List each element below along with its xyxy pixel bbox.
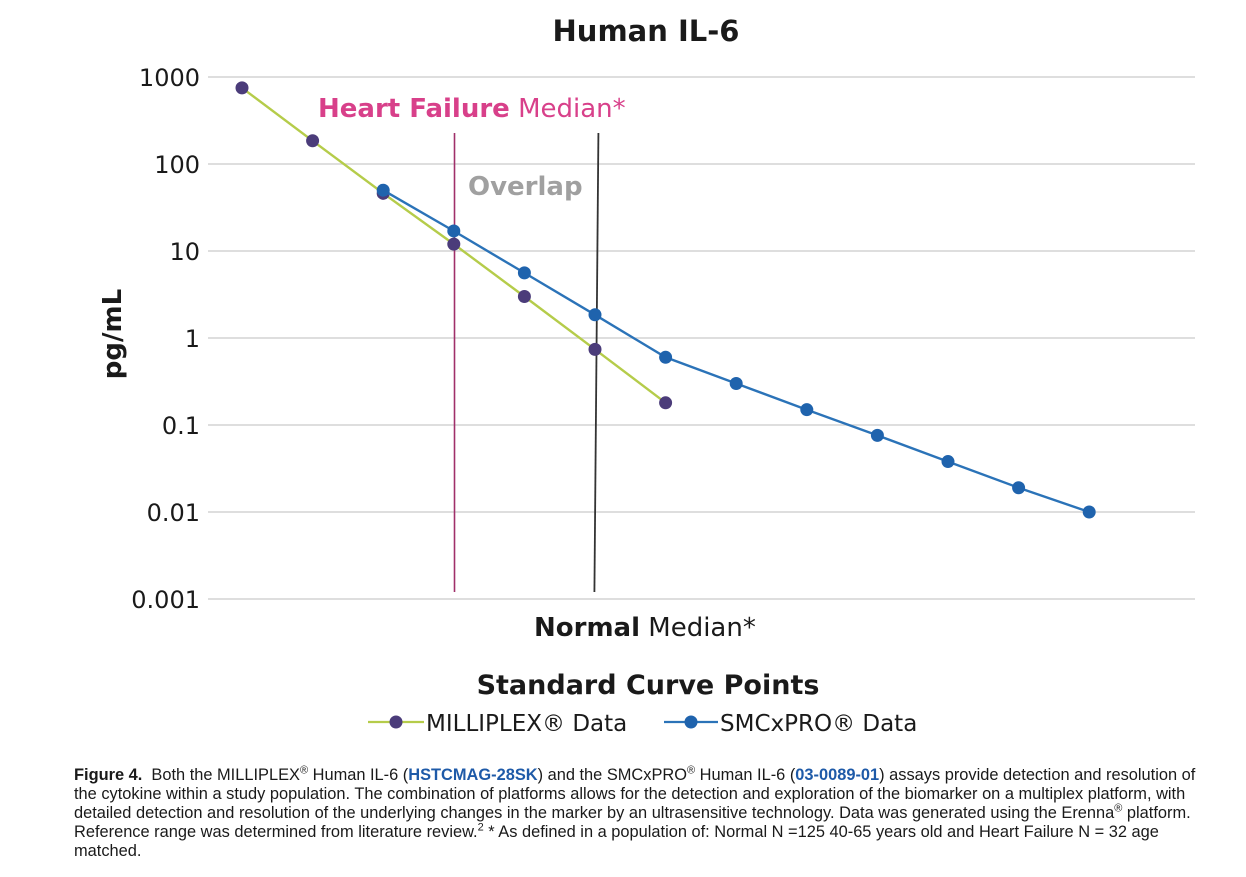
series-smcxpro (376, 183, 1096, 519)
data-point (729, 376, 743, 390)
data-point (517, 266, 531, 280)
data-point (659, 396, 673, 410)
data-point (1082, 505, 1096, 519)
chart-title: Human IL-6 (553, 14, 740, 48)
y-tick-label: 100 (154, 151, 200, 179)
data-point (800, 403, 814, 417)
normal-label-bold: Normal (534, 613, 640, 643)
caption-text-7: * As defined in a population of: Normal … (74, 823, 1159, 860)
data-point (376, 183, 390, 197)
y-tick-label: 10 (169, 238, 200, 266)
caption-text-2: Human IL-6 ( (308, 766, 409, 784)
series-layer (235, 81, 1096, 519)
caption-text-5: ) assays provide detection and resolutio… (74, 766, 1196, 822)
data-point (306, 134, 320, 148)
overlap-label: Overlap (468, 172, 583, 202)
caption-text-3: ) and the SMCxPRO (537, 766, 687, 784)
legend: MILLIPLEX® Data SMCxPRO® Data (368, 711, 917, 737)
x-axis-label: Standard Curve Points (477, 670, 820, 701)
caption-text-1: Both the MILLIPLEX (151, 766, 300, 784)
caption-reg-2: ® (686, 764, 696, 777)
y-axis-ticks: 1000 100 10 1 0.1 0.01 0.001 (131, 64, 200, 614)
caption-label: Figure 4. (74, 766, 143, 784)
heart-failure-label-rest: Median* (510, 94, 626, 124)
y-tick-label: 0.001 (131, 586, 200, 614)
data-point (941, 455, 955, 469)
caption-text-6: platform. Reference range was determined… (74, 804, 1191, 841)
caption-reg-1: ® (299, 764, 309, 777)
legend-milliplex-label: MILLIPLEX® Data (426, 711, 627, 737)
normal-median-label: Normal Median* (534, 613, 756, 643)
legend-item-milliplex: MILLIPLEX® Data (368, 711, 627, 737)
heart-failure-median-label: Heart Failure Median* (318, 94, 626, 124)
data-point (1012, 481, 1026, 495)
caption-reference-2: 2 (477, 821, 484, 834)
legend-milliplex-marker (389, 715, 403, 729)
data-point (588, 342, 602, 356)
y-tick-label: 1 (185, 325, 200, 353)
product-link-smcxpro[interactable]: 03-0089-01 (795, 766, 880, 784)
gridlines (208, 76, 1195, 600)
y-axis-label: pg/mL (98, 289, 128, 379)
data-point (517, 289, 531, 303)
data-point (659, 350, 673, 364)
y-tick-label: 1000 (139, 64, 200, 92)
normal-median-line (593, 132, 600, 593)
y-tick-label: 0.01 (147, 499, 200, 527)
caption-reg-3: ® (1114, 802, 1123, 815)
series-line (382, 189, 1090, 514)
data-point (870, 428, 884, 442)
data-point (235, 81, 249, 95)
legend-smcxpro-marker (684, 715, 698, 729)
heart-failure-label-bold: Heart Failure (318, 94, 510, 124)
product-link-hstcmag[interactable]: HSTCMAG-28SK (408, 766, 538, 784)
legend-smcxpro-label: SMCxPRO® Data (720, 711, 917, 737)
data-point (447, 237, 461, 251)
normal-label-rest: Median* (640, 613, 756, 643)
figure-caption: Figure 4. Both the MILLIPLEX® Human IL-6… (74, 764, 1214, 861)
data-point (588, 308, 602, 322)
legend-item-smcxpro: SMCxPRO® Data (664, 711, 917, 737)
y-tick-label: 0.1 (162, 412, 200, 440)
caption-text-4: Human IL-6 ( (695, 766, 796, 784)
data-point (447, 224, 461, 238)
